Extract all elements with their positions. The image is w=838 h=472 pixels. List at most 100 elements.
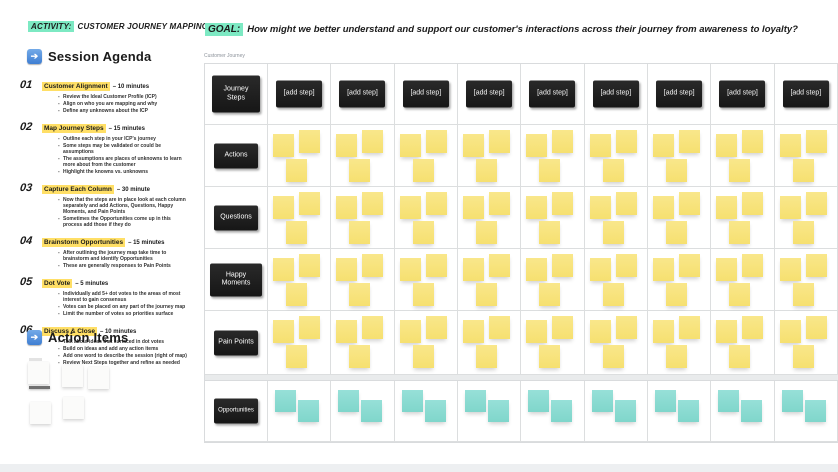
action-item-note[interactable] <box>30 402 51 424</box>
sticky-note-yellow[interactable] <box>349 345 371 368</box>
sticky-note-yellow[interactable] <box>792 221 814 244</box>
sticky-note-yellow[interactable] <box>425 254 447 277</box>
sticky-note-teal[interactable] <box>487 400 509 422</box>
sticky-note-yellow[interactable] <box>475 159 497 182</box>
sticky-note-yellow[interactable] <box>526 134 548 157</box>
sticky-note-yellow[interactable] <box>412 159 434 182</box>
row-label-box-actions[interactable]: Actions <box>214 143 258 168</box>
sticky-note-yellow[interactable] <box>362 192 384 215</box>
sticky-note-yellow[interactable] <box>716 320 738 343</box>
sticky-note-yellow[interactable] <box>729 221 751 244</box>
sticky-note-yellow[interactable] <box>488 316 510 339</box>
sticky-note-yellow[interactable] <box>336 258 358 281</box>
sticky-note-yellow[interactable] <box>742 254 764 277</box>
sticky-note-yellow[interactable] <box>805 192 827 215</box>
sticky-note-yellow[interactable] <box>779 258 801 281</box>
sticky-note-yellow[interactable] <box>362 130 384 153</box>
add-step-button[interactable]: [add step] <box>592 80 639 108</box>
sticky-note-yellow[interactable] <box>552 316 574 339</box>
sticky-note-yellow[interactable] <box>615 192 637 215</box>
sticky-note-yellow[interactable] <box>716 196 738 219</box>
sticky-note-yellow[interactable] <box>615 254 637 277</box>
sticky-note-yellow[interactable] <box>678 316 700 339</box>
sticky-note-yellow[interactable] <box>273 320 294 343</box>
sticky-note-yellow[interactable] <box>539 345 561 368</box>
sticky-note-yellow[interactable] <box>716 258 738 281</box>
sticky-note-yellow[interactable] <box>462 196 484 219</box>
sticky-note-yellow[interactable] <box>299 254 320 277</box>
sticky-note-yellow[interactable] <box>665 221 687 244</box>
sticky-note-yellow[interactable] <box>589 196 611 219</box>
sticky-note-yellow[interactable] <box>678 192 700 215</box>
sticky-note-teal[interactable] <box>464 390 486 412</box>
sticky-note-yellow[interactable] <box>729 345 751 368</box>
sticky-note-yellow[interactable] <box>299 130 320 153</box>
sticky-note-yellow[interactable] <box>792 345 814 368</box>
sticky-note-yellow[interactable] <box>336 134 358 157</box>
sticky-note-teal[interactable] <box>338 390 360 412</box>
sticky-note-yellow[interactable] <box>589 258 611 281</box>
action-item-note[interactable] <box>63 397 84 419</box>
sticky-note-teal[interactable] <box>361 400 383 422</box>
sticky-note-yellow[interactable] <box>286 345 307 368</box>
sticky-note-yellow[interactable] <box>805 254 827 277</box>
action-item-note[interactable] <box>62 365 83 387</box>
journey-steps-box[interactable]: Journey Steps <box>212 75 260 113</box>
sticky-note-yellow[interactable] <box>488 192 510 215</box>
sticky-note-yellow[interactable] <box>488 254 510 277</box>
sticky-note-yellow[interactable] <box>526 320 548 343</box>
action-item-note[interactable] <box>28 362 49 384</box>
sticky-note-yellow[interactable] <box>425 192 447 215</box>
sticky-note-yellow[interactable] <box>729 283 751 306</box>
sticky-note-yellow[interactable] <box>399 196 421 219</box>
sticky-note-yellow[interactable] <box>526 258 548 281</box>
sticky-note-yellow[interactable] <box>412 283 434 306</box>
add-step-button[interactable]: [add step] <box>719 80 766 108</box>
sticky-note-yellow[interactable] <box>399 134 421 157</box>
sticky-note-yellow[interactable] <box>602 345 624 368</box>
sticky-note-yellow[interactable] <box>462 320 484 343</box>
sticky-note-yellow[interactable] <box>652 258 674 281</box>
sticky-note-teal[interactable] <box>741 400 763 422</box>
sticky-note-yellow[interactable] <box>462 134 484 157</box>
sticky-note-yellow[interactable] <box>399 258 421 281</box>
sticky-note-yellow[interactable] <box>779 196 801 219</box>
sticky-note-yellow[interactable] <box>652 134 674 157</box>
sticky-note-yellow[interactable] <box>412 221 434 244</box>
sticky-note-yellow[interactable] <box>678 130 700 153</box>
sticky-note-teal[interactable] <box>528 390 550 412</box>
sticky-note-yellow[interactable] <box>742 316 764 339</box>
sticky-note-yellow[interactable] <box>779 134 801 157</box>
sticky-note-yellow[interactable] <box>742 130 764 153</box>
add-step-button[interactable]: [add step] <box>529 80 576 108</box>
sticky-note-yellow[interactable] <box>539 159 561 182</box>
sticky-note-yellow[interactable] <box>539 283 561 306</box>
row-label-box-questions[interactable]: Questions <box>214 205 258 230</box>
sticky-note-yellow[interactable] <box>336 196 358 219</box>
sticky-note-yellow[interactable] <box>552 192 574 215</box>
sticky-note-yellow[interactable] <box>539 221 561 244</box>
sticky-note-teal[interactable] <box>551 400 573 422</box>
sticky-note-teal[interactable] <box>804 400 826 422</box>
sticky-note-yellow[interactable] <box>779 320 801 343</box>
sticky-note-yellow[interactable] <box>615 130 637 153</box>
action-item-note[interactable] <box>88 367 109 389</box>
row-label-box-opportunities[interactable]: Opportunities <box>214 398 258 424</box>
sticky-note-yellow[interactable] <box>349 159 371 182</box>
sticky-note-yellow[interactable] <box>425 316 447 339</box>
sticky-note-teal[interactable] <box>298 400 319 422</box>
sticky-note-yellow[interactable] <box>602 159 624 182</box>
sticky-note-teal[interactable] <box>591 390 613 412</box>
sticky-note-yellow[interactable] <box>678 254 700 277</box>
row-label-box-happy-moments[interactable]: Happy Moments <box>210 263 262 296</box>
sticky-note-teal[interactable] <box>614 400 636 422</box>
sticky-note-yellow[interactable] <box>299 192 320 215</box>
sticky-note-yellow[interactable] <box>336 320 358 343</box>
sticky-note-yellow[interactable] <box>399 320 421 343</box>
sticky-note-teal[interactable] <box>677 400 699 422</box>
sticky-note-yellow[interactable] <box>589 320 611 343</box>
sticky-note-yellow[interactable] <box>462 258 484 281</box>
sticky-note-yellow[interactable] <box>349 283 371 306</box>
sticky-note-yellow[interactable] <box>488 130 510 153</box>
add-step-button[interactable]: [add step] <box>782 80 829 108</box>
